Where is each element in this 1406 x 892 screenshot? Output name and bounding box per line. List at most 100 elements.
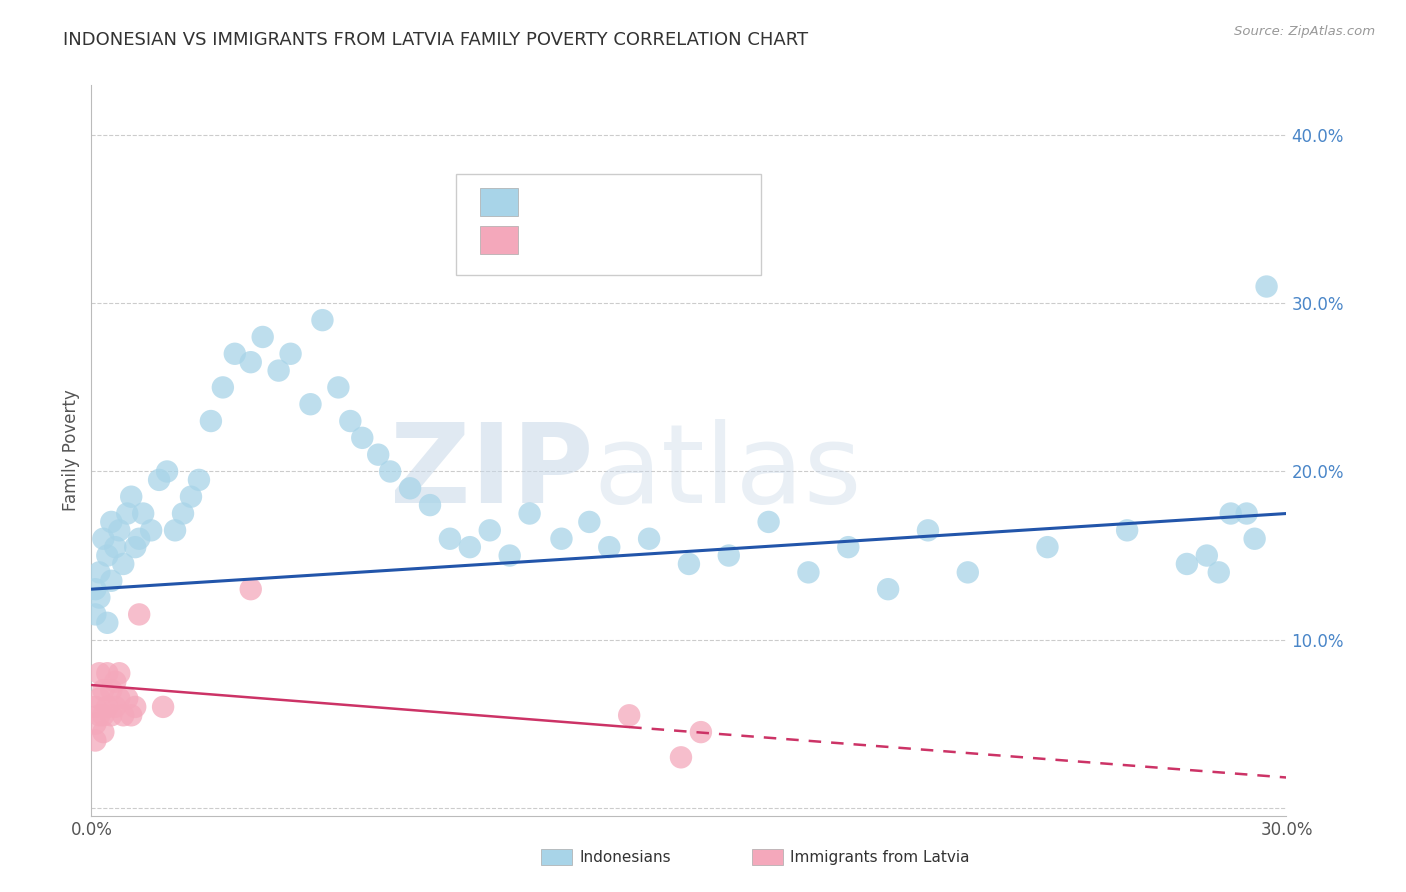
Point bbox=[678, 557, 700, 571]
Point bbox=[104, 699, 127, 714]
Point bbox=[1116, 524, 1139, 538]
Text: INDONESIAN VS IMMIGRANTS FROM LATVIA FAMILY POVERTY CORRELATION CHART: INDONESIAN VS IMMIGRANTS FROM LATVIA FAM… bbox=[63, 31, 808, 49]
Point bbox=[115, 691, 138, 706]
Text: R =: R = bbox=[531, 193, 572, 211]
Point bbox=[519, 507, 541, 521]
FancyBboxPatch shape bbox=[479, 188, 517, 216]
Point bbox=[104, 674, 127, 689]
Point bbox=[328, 380, 350, 394]
Point bbox=[120, 708, 142, 723]
Point bbox=[156, 465, 179, 479]
Point bbox=[239, 582, 262, 597]
Point bbox=[1236, 507, 1258, 521]
Point bbox=[89, 566, 111, 580]
Point bbox=[1195, 549, 1218, 563]
Point bbox=[1256, 279, 1278, 293]
Text: Source: ZipAtlas.com: Source: ZipAtlas.com bbox=[1234, 25, 1375, 38]
Point bbox=[120, 490, 142, 504]
Point bbox=[93, 708, 115, 723]
Point bbox=[124, 699, 146, 714]
Point bbox=[148, 473, 170, 487]
Point bbox=[877, 582, 900, 597]
Point bbox=[439, 532, 461, 546]
Point bbox=[458, 540, 481, 554]
Point bbox=[478, 524, 501, 538]
Point bbox=[837, 540, 859, 554]
Point bbox=[132, 507, 155, 521]
FancyBboxPatch shape bbox=[479, 226, 517, 253]
Point bbox=[267, 363, 290, 377]
Text: -0.171: -0.171 bbox=[578, 231, 637, 249]
Text: R =: R = bbox=[531, 231, 567, 249]
Point bbox=[339, 414, 361, 428]
Point bbox=[252, 330, 274, 344]
Point bbox=[638, 532, 661, 546]
Point bbox=[758, 515, 780, 529]
Point bbox=[100, 708, 122, 723]
Point bbox=[115, 507, 138, 521]
Point bbox=[84, 607, 107, 622]
Point bbox=[96, 615, 118, 630]
Point bbox=[108, 666, 131, 681]
Point bbox=[100, 574, 122, 588]
Point bbox=[578, 515, 600, 529]
Point bbox=[89, 691, 111, 706]
Point bbox=[200, 414, 222, 428]
Point bbox=[89, 591, 111, 605]
Text: Immigrants from Latvia: Immigrants from Latvia bbox=[790, 850, 970, 864]
Point bbox=[956, 566, 979, 580]
Point bbox=[84, 733, 107, 747]
Point bbox=[93, 683, 115, 698]
Point bbox=[124, 540, 146, 554]
Point bbox=[1219, 507, 1241, 521]
Point bbox=[239, 355, 262, 369]
Point bbox=[352, 431, 374, 445]
Point bbox=[188, 473, 211, 487]
Point bbox=[224, 347, 246, 361]
Point bbox=[84, 699, 107, 714]
Point bbox=[163, 524, 186, 538]
Point bbox=[419, 498, 441, 512]
Point bbox=[108, 524, 131, 538]
Point bbox=[100, 515, 122, 529]
Point bbox=[96, 699, 118, 714]
Text: N =: N = bbox=[633, 231, 669, 249]
Point bbox=[128, 607, 150, 622]
Y-axis label: Family Poverty: Family Poverty bbox=[62, 390, 80, 511]
Point bbox=[399, 481, 422, 495]
Point bbox=[89, 708, 111, 723]
Text: N =: N = bbox=[633, 193, 669, 211]
Point bbox=[108, 691, 131, 706]
Point bbox=[1208, 566, 1230, 580]
Point bbox=[211, 380, 233, 394]
Point bbox=[96, 549, 118, 563]
Point bbox=[141, 524, 162, 538]
Point bbox=[128, 532, 150, 546]
Text: 0.114: 0.114 bbox=[578, 193, 630, 211]
Point bbox=[717, 549, 740, 563]
Text: 66: 66 bbox=[673, 193, 696, 211]
Point bbox=[89, 666, 111, 681]
Point bbox=[104, 540, 127, 554]
Point bbox=[367, 448, 389, 462]
Point bbox=[619, 708, 641, 723]
Text: ZIP: ZIP bbox=[389, 419, 593, 526]
Point bbox=[93, 532, 115, 546]
Point bbox=[84, 582, 107, 597]
Point bbox=[917, 524, 939, 538]
Point bbox=[498, 549, 520, 563]
Point bbox=[299, 397, 322, 411]
Point bbox=[1036, 540, 1059, 554]
Point bbox=[100, 683, 122, 698]
Point bbox=[689, 725, 711, 739]
Point bbox=[180, 490, 202, 504]
Point bbox=[378, 465, 402, 479]
Point bbox=[112, 557, 135, 571]
Point bbox=[93, 725, 115, 739]
Point bbox=[96, 666, 118, 681]
Point bbox=[550, 532, 572, 546]
Point bbox=[172, 507, 194, 521]
Point bbox=[280, 347, 302, 361]
Point bbox=[311, 313, 333, 327]
Point bbox=[1175, 557, 1198, 571]
